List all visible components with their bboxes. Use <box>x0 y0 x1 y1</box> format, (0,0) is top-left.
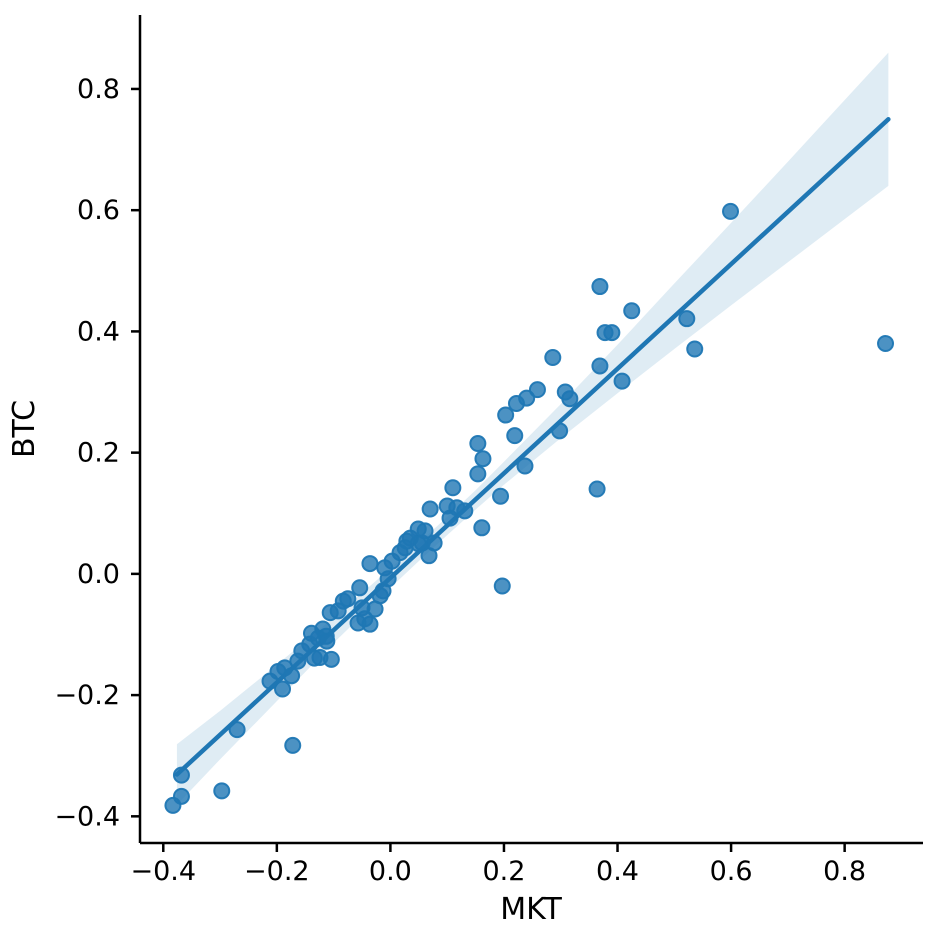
data-point <box>172 766 190 784</box>
data-point <box>877 335 895 353</box>
y-tick-label: 0.0 <box>77 559 120 590</box>
data-point <box>473 519 491 537</box>
data-point <box>322 650 340 668</box>
y-tick-label: −0.4 <box>54 801 120 832</box>
axes-layer: −0.4 −0.2 0.0 0.2 0.4 0.6 0.8 −0.4 −0.2 0.0 0.2 0.4… <box>54 15 923 887</box>
x-tick-label: 0.4 <box>596 856 639 887</box>
data-point <box>591 278 609 296</box>
data-point <box>469 435 487 453</box>
data-point <box>274 680 292 698</box>
data-point <box>361 555 379 573</box>
data-point <box>213 782 231 800</box>
y-tick-label: 0.4 <box>77 316 120 347</box>
data-point <box>678 310 696 328</box>
y-tick-label: −0.2 <box>54 680 120 711</box>
y-tick-label: 0.8 <box>77 74 120 105</box>
data-point <box>686 340 704 358</box>
data-point <box>516 457 534 475</box>
data-point <box>613 372 631 390</box>
data-point <box>623 302 641 320</box>
x-tick-label: 0.8 <box>823 856 866 887</box>
y-tick-label: 0.2 <box>77 438 120 469</box>
y-axis-label: BTC <box>7 400 42 458</box>
data-point <box>474 450 492 468</box>
data-point <box>506 427 524 445</box>
data-point <box>722 202 740 220</box>
data-point <box>379 570 397 588</box>
scatter-points-layer <box>164 202 895 814</box>
x-tick-label: 0.6 <box>710 856 753 887</box>
data-point <box>172 787 190 805</box>
data-point <box>591 357 609 375</box>
data-point <box>497 406 515 424</box>
data-point <box>416 522 434 540</box>
data-point <box>492 487 510 505</box>
data-point <box>361 615 379 633</box>
data-point <box>228 721 246 739</box>
data-point <box>528 381 546 399</box>
data-point <box>493 577 511 595</box>
data-point <box>469 465 487 483</box>
data-point <box>551 422 569 440</box>
data-point <box>561 390 579 408</box>
data-point <box>603 324 621 342</box>
data-point <box>339 590 357 608</box>
data-point <box>421 500 439 518</box>
data-point <box>425 534 443 552</box>
data-point <box>318 632 336 650</box>
x-tick-label: −0.4 <box>130 856 196 887</box>
x-axis-label: MKT <box>500 892 562 927</box>
data-point <box>444 479 462 497</box>
data-point <box>351 579 369 597</box>
y-tick-label: 0.6 <box>77 195 120 226</box>
x-tick-label: 0.0 <box>369 856 412 887</box>
data-point <box>284 736 302 754</box>
x-tick-label: −0.2 <box>244 856 310 887</box>
data-point <box>544 348 562 366</box>
data-point <box>588 480 606 498</box>
x-tick-label: 0.2 <box>482 856 525 887</box>
data-point <box>283 667 301 685</box>
data-point <box>456 502 474 520</box>
